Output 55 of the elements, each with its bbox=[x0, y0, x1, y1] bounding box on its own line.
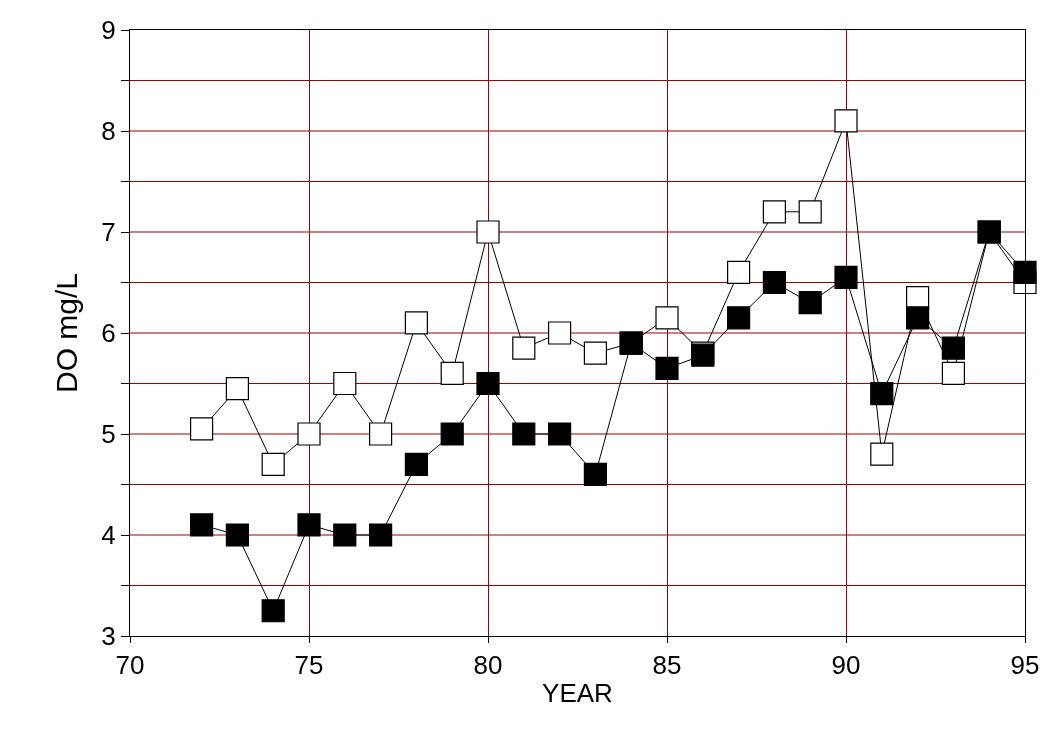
y-tick-label: 3 bbox=[101, 621, 116, 652]
point bbox=[583, 341, 607, 365]
x-tick-label: 75 bbox=[294, 650, 324, 681]
y-axis-title: DO mg/L bbox=[50, 272, 84, 394]
point bbox=[512, 336, 536, 360]
point bbox=[440, 361, 464, 385]
point bbox=[762, 270, 786, 295]
x-axis-title: YEAR bbox=[542, 677, 613, 708]
x-tick-label: 85 bbox=[652, 650, 682, 681]
point bbox=[655, 356, 679, 380]
x-tick-label: 90 bbox=[831, 650, 861, 681]
point bbox=[225, 376, 249, 401]
point bbox=[512, 422, 536, 446]
point bbox=[941, 361, 965, 385]
point bbox=[476, 220, 500, 244]
point bbox=[369, 523, 393, 547]
point bbox=[297, 422, 321, 446]
point bbox=[476, 371, 500, 396]
point bbox=[798, 291, 822, 315]
point bbox=[798, 200, 822, 224]
point bbox=[225, 523, 249, 547]
point bbox=[404, 311, 428, 335]
x-tick-label: 70 bbox=[115, 650, 145, 681]
point bbox=[834, 265, 858, 290]
y-tick-label: 6 bbox=[101, 318, 116, 349]
point bbox=[727, 306, 751, 330]
point bbox=[297, 513, 321, 537]
y-tick-label: 4 bbox=[101, 520, 116, 551]
point bbox=[834, 109, 858, 133]
point bbox=[333, 371, 357, 396]
point bbox=[762, 200, 786, 224]
point bbox=[190, 513, 214, 537]
x-tick-label: 80 bbox=[473, 650, 503, 681]
point bbox=[404, 452, 428, 476]
point bbox=[727, 260, 751, 284]
point bbox=[906, 306, 930, 330]
point bbox=[583, 462, 607, 486]
y-tick-label: 5 bbox=[101, 419, 116, 450]
point bbox=[440, 422, 464, 446]
point bbox=[1013, 260, 1037, 284]
y-tick-label: 7 bbox=[101, 217, 116, 248]
point bbox=[333, 523, 357, 547]
point bbox=[655, 306, 679, 330]
point bbox=[261, 599, 285, 623]
point bbox=[941, 336, 965, 360]
point bbox=[870, 442, 894, 466]
x-tick-label: 95 bbox=[1010, 650, 1040, 681]
point bbox=[261, 452, 285, 476]
y-tick-label: 8 bbox=[101, 116, 116, 147]
point bbox=[369, 422, 393, 446]
y-tick-label: 9 bbox=[101, 15, 116, 46]
point bbox=[548, 422, 572, 446]
point bbox=[870, 382, 894, 406]
point bbox=[190, 417, 214, 441]
point bbox=[548, 321, 572, 345]
